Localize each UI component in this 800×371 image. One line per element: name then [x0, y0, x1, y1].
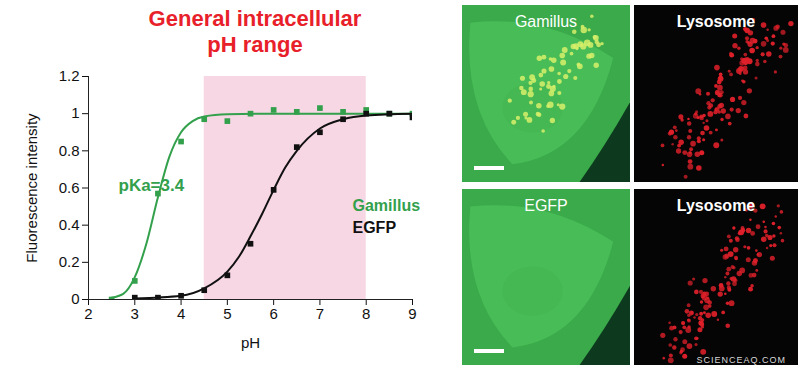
html-text:Lysosome: Lysosome	[676, 197, 756, 214]
html-text:General intracellular pH range: General intracellular pH range	[148, 6, 362, 58]
html-text:Gamillus: Gamillus	[514, 13, 578, 30]
svg-text:pKa=3.4: pKa=3.4	[119, 176, 185, 195]
svg-text:0.8: 0.8	[59, 142, 80, 159]
svg-text:0.4: 0.4	[59, 216, 80, 233]
svg-text:2: 2	[84, 305, 92, 322]
svg-text:0.2: 0.2	[59, 253, 80, 270]
svg-text:8: 8	[362, 305, 370, 322]
svg-text:3: 3	[131, 305, 139, 322]
svg-text:0: 0	[71, 290, 79, 307]
svg-text:9: 9	[408, 305, 416, 322]
html-text:EGFP: EGFP	[524, 197, 568, 214]
svg-text:4: 4	[177, 305, 185, 322]
svg-text:5: 5	[223, 305, 231, 322]
svg-text:0.6: 0.6	[59, 179, 80, 196]
svg-text:pH: pH	[241, 334, 260, 351]
html-text:Lysosome: Lysosome	[676, 13, 756, 30]
svg-text:1: 1	[71, 104, 79, 121]
svg-text:7: 7	[316, 305, 324, 322]
svg-text:Fluorescence intensity: Fluorescence intensity	[23, 113, 40, 263]
svg-text:6: 6	[269, 305, 277, 322]
svg-text:1.2: 1.2	[59, 67, 80, 84]
svg-text:EGFP: EGFP	[353, 219, 397, 236]
svg-text:Gamillus: Gamillus	[353, 197, 421, 214]
html-text:SCIENCEAQ.COM: SCIENCEAQ.COM	[696, 355, 786, 365]
